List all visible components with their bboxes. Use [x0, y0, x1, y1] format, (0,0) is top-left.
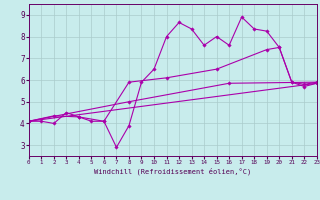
X-axis label: Windchill (Refroidissement éolien,°C): Windchill (Refroidissement éolien,°C)	[94, 168, 252, 175]
